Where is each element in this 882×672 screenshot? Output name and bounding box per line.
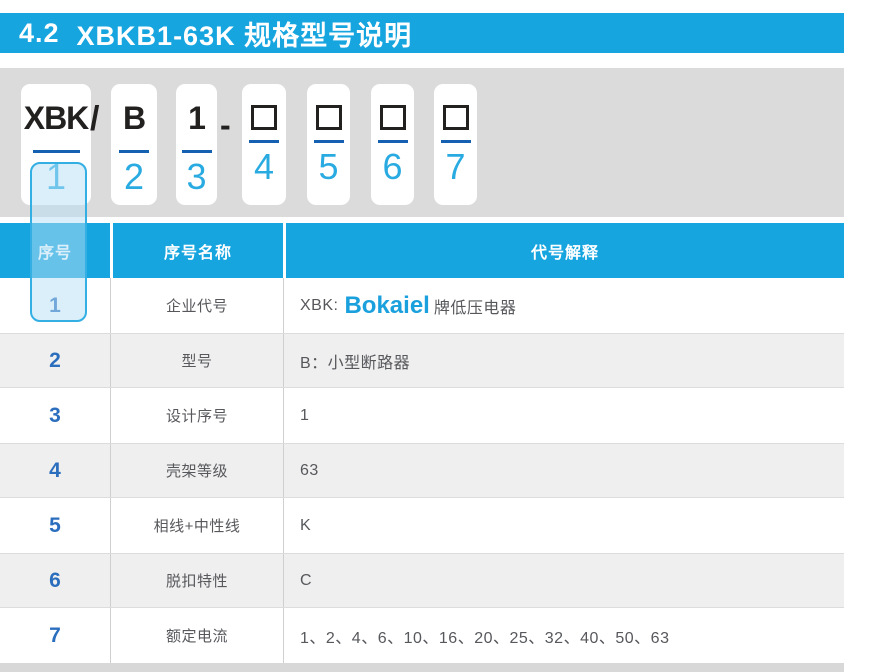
row-value: 1: [283, 388, 844, 443]
segment-underline: [440, 140, 471, 143]
table-row: 1 企业代号 XBK: Bokaiel 牌低压电器: [0, 278, 844, 333]
row-value: C: [283, 554, 844, 607]
segment-underline: [313, 140, 344, 143]
column-header-name: 序号名称: [113, 223, 283, 278]
segment-index: 3: [186, 156, 207, 197]
brand-name: Bokaiel: [344, 291, 430, 319]
segment-underline: [32, 150, 80, 153]
section-title-bar: 4.2 XBKB1-63K 规格型号说明: [0, 13, 844, 53]
row-name: 相线+中性线: [110, 498, 283, 553]
row-name: 型号: [110, 334, 283, 387]
row-number: 4: [49, 458, 61, 482]
slash-separator: /: [90, 100, 100, 138]
segment-symbol: B: [122, 100, 146, 136]
table-row: 5 相线+中性线 K: [0, 498, 844, 553]
segment-underline: [377, 140, 408, 143]
row-name: 设计序号: [110, 388, 283, 443]
row-number: 1: [49, 293, 61, 317]
row-number: 2: [49, 348, 61, 372]
column-header-no: 序号: [0, 223, 110, 278]
segment-index: 1: [45, 156, 67, 197]
column-header-explanation: 代号解释: [286, 223, 844, 278]
segment-index: 7: [445, 146, 466, 187]
section-title: XBKB1-63K 规格型号说明: [76, 20, 413, 51]
value-text: 1、2、4、6、10、16、20、25、32、40、50、63: [300, 629, 670, 647]
placeholder-square-icon: [315, 105, 342, 130]
code-segment-5: 5: [307, 84, 350, 205]
value-text: 63: [300, 461, 319, 479]
code-segment-4: 4: [242, 84, 286, 205]
value-text: B：小型断路器: [300, 354, 411, 372]
table-row: 7 额定电流 1、2、4、6、10、16、20、25、32、40、50、63: [0, 608, 844, 663]
segment-symbol: 1: [188, 100, 206, 136]
segment-underline: [119, 150, 149, 153]
row-number: 6: [49, 568, 61, 592]
row-number: 5: [49, 513, 61, 537]
row-name: 额定电流: [110, 608, 283, 663]
code-segment-7: 7: [434, 84, 477, 205]
table-row: 3 设计序号 1: [0, 388, 844, 443]
placeholder-square-icon: [442, 105, 469, 130]
row-number: 3: [49, 403, 61, 427]
table-row: 4 壳架等级 63: [0, 443, 844, 498]
placeholder-square-icon: [379, 105, 406, 130]
spec-table: 序号 序号名称 代号解释 1 企业代号 XBK: Bokaiel 牌低压电器 2…: [0, 223, 844, 663]
row-number: 7: [49, 623, 61, 647]
value-text: K: [300, 516, 312, 534]
row-value: K: [283, 498, 844, 553]
segment-index: 2: [123, 156, 145, 197]
segment-index: 4: [253, 146, 275, 187]
row-value: 1、2、4、6、10、16、20、25、32、40、50、63: [283, 608, 844, 663]
code-segment-3: 1 3: [176, 84, 217, 205]
value-text: C: [300, 571, 313, 589]
table-row: 2 型号 B：小型断路器: [0, 333, 844, 388]
code-segment-6: 6: [371, 84, 414, 205]
segment-index: 5: [318, 146, 339, 187]
table-header-row: 序号 序号名称 代号解释: [0, 223, 844, 278]
row-name: 企业代号: [110, 278, 283, 333]
segment-underline: [249, 140, 279, 143]
segment-index: 6: [382, 146, 403, 187]
row-name: 脱扣特性: [110, 554, 283, 607]
footer-divider: [0, 663, 844, 672]
table-row: 6 脱扣特性 C: [0, 553, 844, 608]
row-value: B：小型断路器: [283, 334, 844, 387]
code-segment-1: XBK 1: [21, 84, 91, 205]
segment-symbol: XBK: [23, 100, 90, 136]
code-segment-2: B 2: [111, 84, 157, 205]
row-name: 壳架等级: [110, 444, 283, 497]
value-text: XBK:: [300, 296, 339, 314]
value-text: 牌低压电器: [433, 299, 517, 317]
section-number: 4.2: [19, 17, 60, 48]
placeholder-square-icon: [251, 105, 277, 130]
dash-separator: -: [220, 107, 231, 143]
segment-underline: [181, 150, 212, 153]
row-value: XBK: Bokaiel 牌低压电器: [283, 278, 844, 333]
model-code-diagram: XBK 1 / B 2 1 3 - 4: [0, 68, 844, 217]
row-value: 63: [283, 444, 844, 497]
value-text: 1: [300, 406, 310, 424]
